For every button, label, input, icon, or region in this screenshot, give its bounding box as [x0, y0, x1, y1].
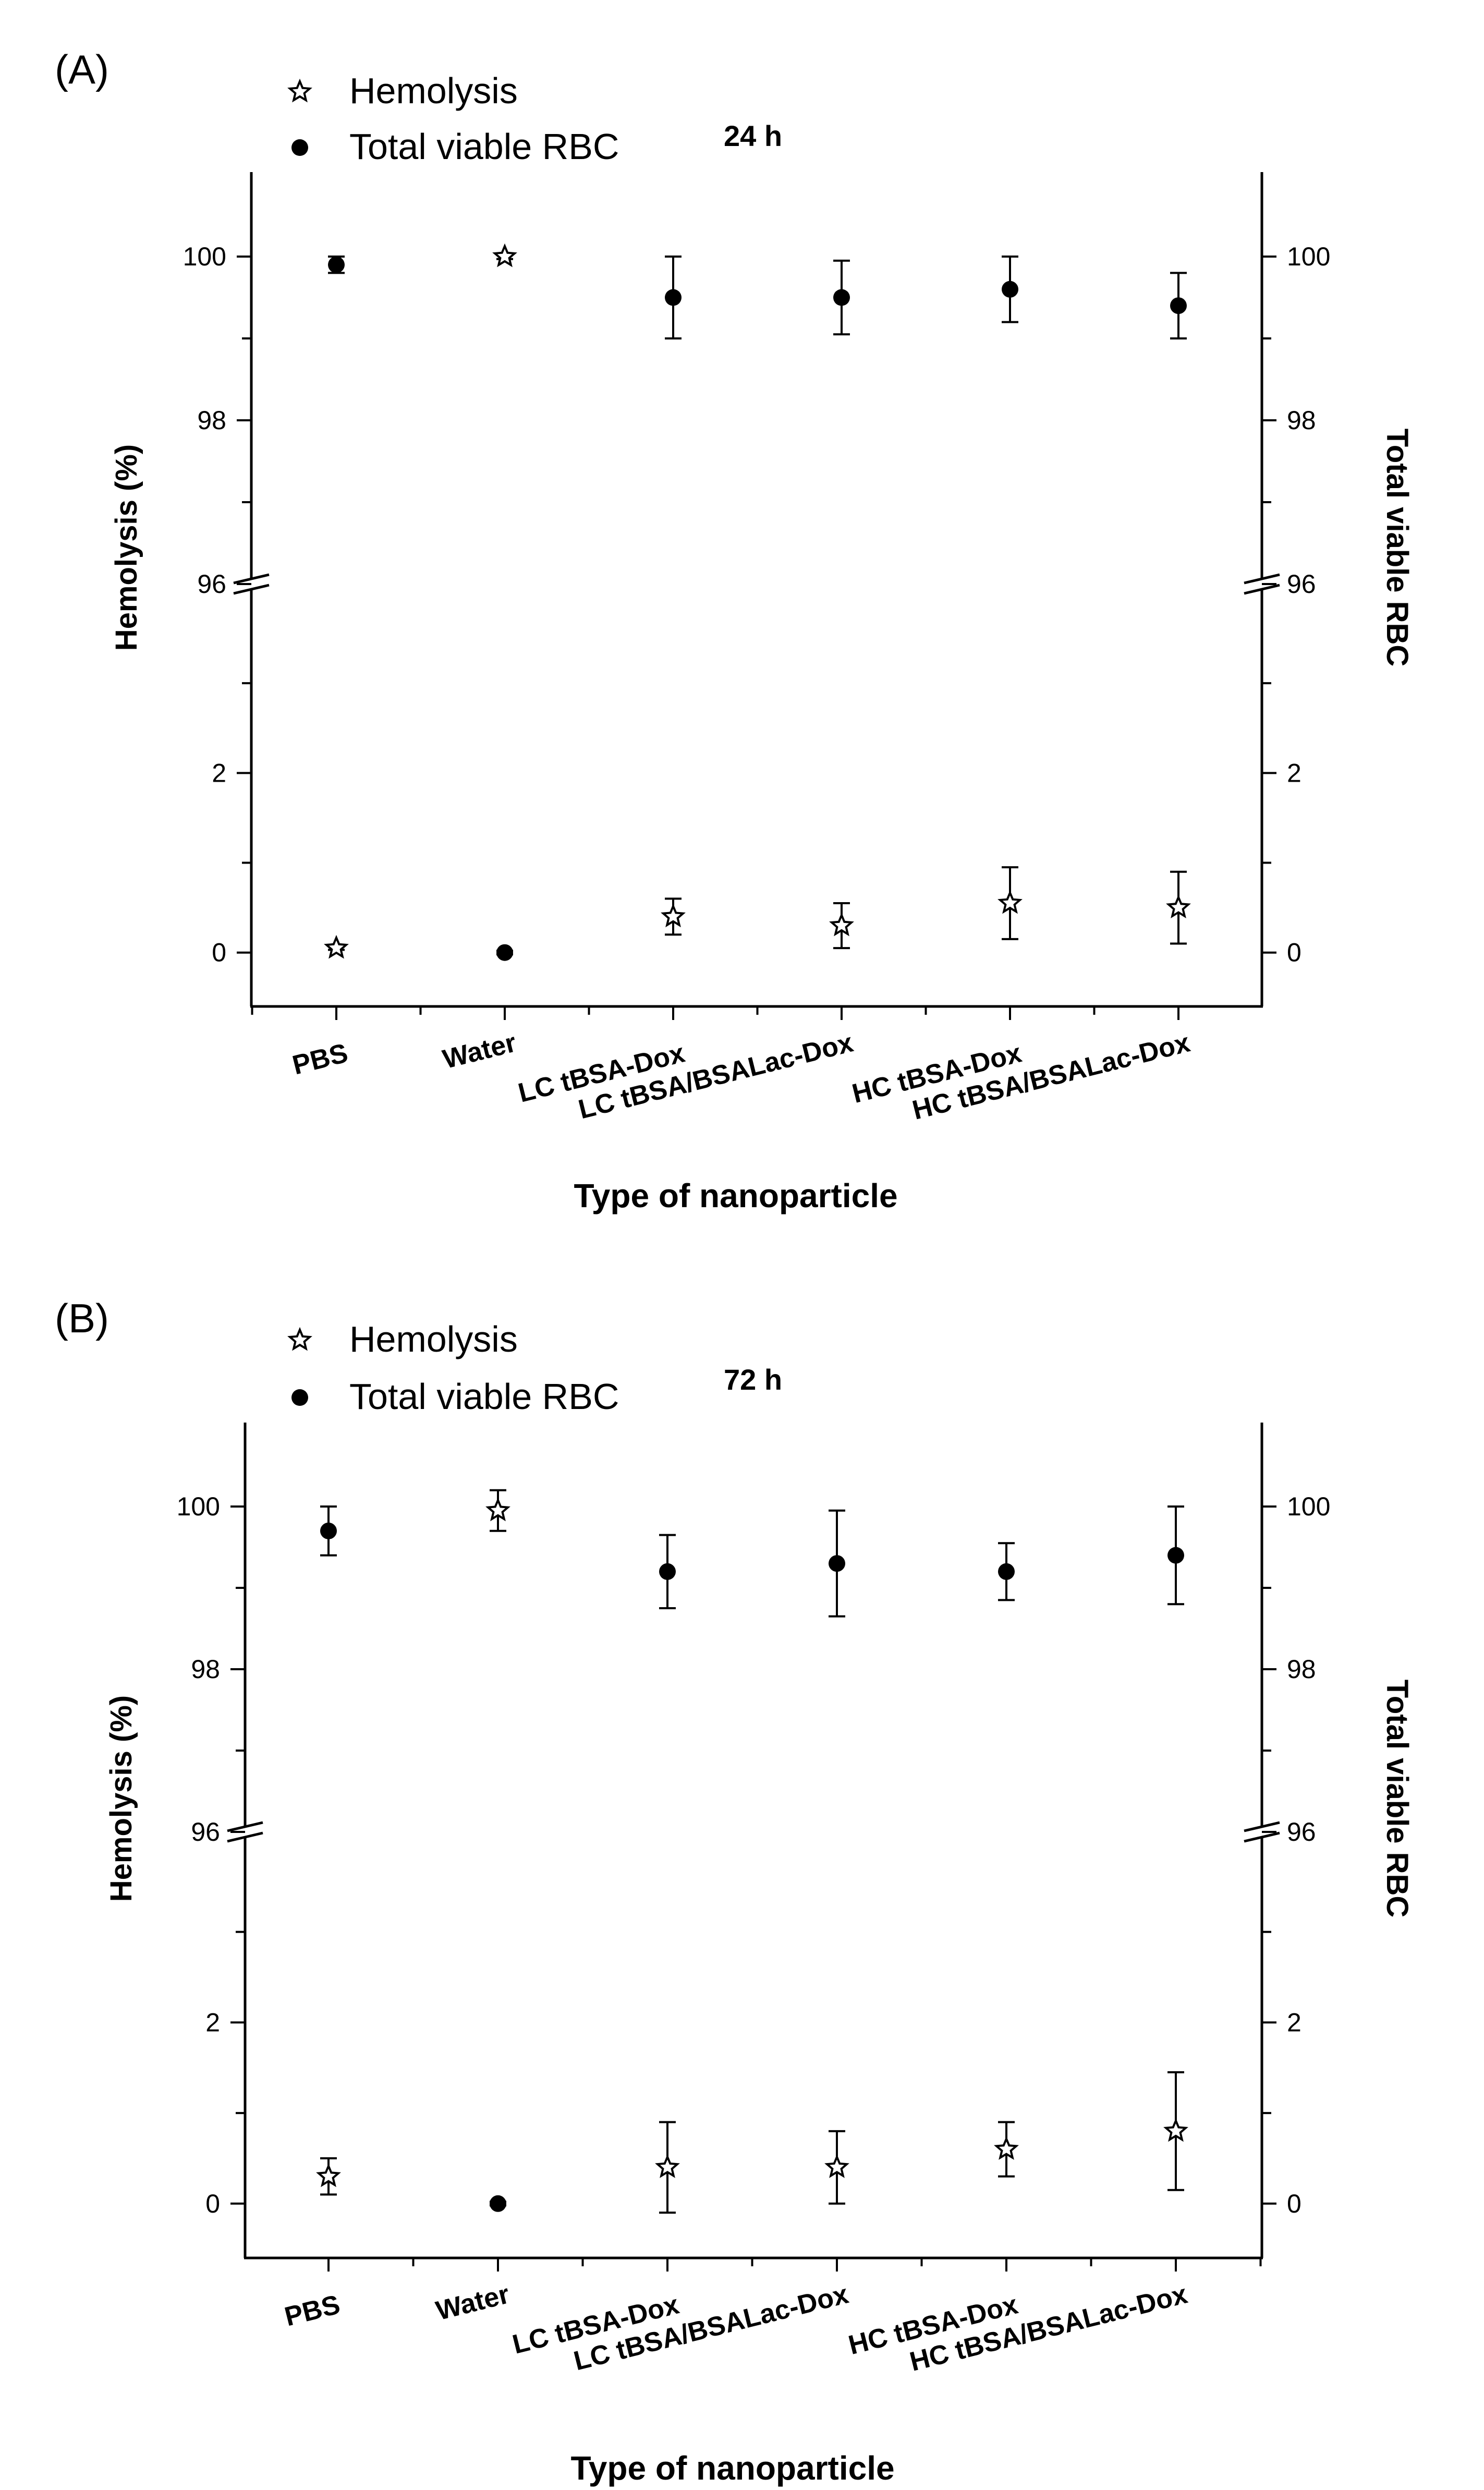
break-mark — [1244, 584, 1280, 595]
series-hemolysis — [324, 243, 1191, 959]
y-tick-label-left: 98 — [191, 1655, 220, 1684]
series-total-viable-rbc — [320, 1505, 1184, 2212]
break-mark — [1244, 1831, 1280, 1843]
data-point-circle — [998, 1563, 1015, 1580]
y-tick-label-right: 98 — [1287, 1655, 1316, 1684]
ticks — [230, 1505, 1276, 2272]
legend-circle-marker — [291, 139, 308, 156]
data-point-circle — [1002, 281, 1018, 298]
break-mark — [227, 1821, 263, 1832]
break-mark — [233, 573, 270, 585]
y-tick-label-left: 2 — [212, 758, 226, 787]
data-point-star — [994, 2136, 1019, 2160]
category-label: Water — [440, 1027, 519, 1075]
data-point-star — [655, 2154, 680, 2178]
legend-star-marker — [287, 1327, 312, 1351]
y-tick-label-right: 0 — [1287, 938, 1301, 967]
y-tick-label-right: 0 — [1287, 2189, 1301, 2218]
data-point-circle — [1170, 297, 1187, 314]
y-axis-title: Hemolysis (%) — [110, 444, 143, 651]
y-tick-label-right: 96 — [1287, 1817, 1316, 1847]
y-tick-label-right: 2 — [1287, 758, 1301, 787]
y-axis-title-right: Total viable RBC — [1380, 1680, 1414, 1918]
series-total-viable-rbc — [328, 256, 1187, 961]
legend-label-hemolysis: Hemolysis — [349, 1319, 518, 1359]
time-label: 72 h — [724, 1363, 782, 1396]
data-point-star — [661, 903, 686, 928]
y-tick-label-left: 0 — [205, 2189, 220, 2218]
left-axis-break — [233, 573, 270, 595]
y-tick-label-left: 100 — [183, 242, 226, 271]
time-label: 24 h — [724, 119, 782, 152]
legend: Hemolysis Total viable RBC — [287, 70, 619, 167]
ticks — [237, 256, 1276, 1020]
legend-label-total-viable-rbc: Total viable RBC — [349, 1376, 619, 1417]
data-point-circle — [1167, 1547, 1184, 1564]
y-tick-label-left: 2 — [205, 2008, 220, 2037]
legend-label-total-viable-rbc: Total viable RBC — [349, 126, 619, 167]
break-mark — [1244, 1821, 1280, 1832]
chart-panel-a: (A) Hemolysis Total viable RBC 24 h 0 2 96 98 10… — [55, 46, 1414, 1214]
y-axis-title: Hemolysis (%) — [104, 1695, 138, 1902]
y-tick-label-left: 0 — [212, 938, 226, 967]
data-point-circle — [496, 944, 513, 961]
data-point-circle — [320, 1522, 337, 1539]
data-point-circle — [659, 1563, 676, 1580]
data-point-star — [829, 912, 854, 937]
y-tick-label-right: 100 — [1287, 242, 1330, 271]
break-mark — [233, 584, 270, 595]
legend-circle-marker — [291, 1389, 308, 1406]
right-axis-break — [1244, 573, 1280, 595]
data-point-star — [316, 2163, 341, 2188]
data-point-circle — [328, 256, 345, 273]
panel-label: (B) — [55, 1295, 109, 1341]
data-point-circle — [833, 289, 850, 306]
axes — [244, 1423, 1263, 2260]
legend: Hemolysis Total viable RBC — [287, 1319, 619, 1417]
axes — [250, 172, 1263, 1008]
data-point-circle — [829, 1555, 845, 1572]
y-tick-label-left: 98 — [197, 406, 226, 435]
category-label: PBS — [289, 1038, 351, 1080]
series-hemolysis — [316, 1489, 1188, 2214]
x-axis-title: Type of nanoparticle — [570, 2449, 894, 2487]
y-tick-label-left: 100 — [177, 1492, 220, 1521]
break-mark — [227, 1831, 263, 1843]
data-point-circle — [490, 2195, 506, 2212]
y-tick-label-right: 2 — [1287, 2008, 1301, 2037]
y-tick-label-left: 96 — [197, 569, 226, 599]
data-point-star — [324, 934, 349, 959]
legend-star-marker — [287, 78, 312, 103]
right-axis-break — [1244, 1821, 1280, 1843]
data-point-star — [1163, 2118, 1188, 2142]
data-point-star — [1166, 894, 1191, 919]
y-tick-label-right: 100 — [1287, 1492, 1330, 1521]
panel-label: (A) — [55, 46, 109, 92]
y-tick-label-right: 98 — [1287, 406, 1316, 435]
y-tick-label-left: 96 — [191, 1817, 220, 1847]
data-point-star — [998, 890, 1023, 914]
left-axis-break — [227, 1821, 263, 1843]
category-label: Water — [433, 2279, 513, 2326]
data-point-star — [485, 1497, 510, 1522]
y-axis-title-right: Total viable RBC — [1380, 429, 1414, 667]
chart-panel-b: (B) Hemolysis Total viable RBC 72 h 0 2 96 98 10… — [55, 1295, 1414, 2487]
data-point-star — [824, 2154, 849, 2178]
data-point-star — [492, 243, 517, 268]
legend-label-hemolysis: Hemolysis — [349, 70, 518, 111]
break-mark — [1244, 573, 1280, 585]
x-axis-title: Type of nanoparticle — [574, 1177, 897, 1214]
category-label: PBS — [282, 2289, 343, 2332]
data-point-circle — [665, 289, 682, 306]
y-tick-label-right: 96 — [1287, 569, 1316, 599]
